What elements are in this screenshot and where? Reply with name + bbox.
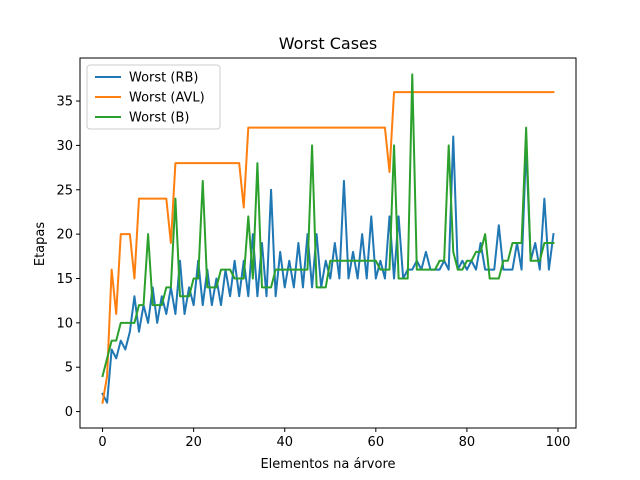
chart-title: Worst Cases [279,34,377,53]
x-tick-label: 60 [368,435,385,450]
y-tick-label: 5 [65,361,73,376]
x-tick-label: 40 [276,435,293,450]
legend-label-3: Worst (B) [129,111,189,126]
y-tick-label: 35 [56,95,73,110]
series-line-3 [101,73,555,378]
series-group [101,73,555,404]
plot-area: 0 20 40 60 80 100 0 5 10 15 20 25 30 35 [56,57,577,450]
x-axis-title: Elementos na árvore [260,457,395,472]
legend-box [86,64,221,130]
axes-frame [79,57,577,429]
legend-label-2: Worst (AVL) [129,91,205,106]
y-tick-label: 15 [56,272,73,287]
y-axis-title: Etapas [33,222,48,266]
x-tick-label: 20 [185,435,202,450]
y-tick-label: 10 [56,316,73,331]
legend-label-1: Worst (RB) [129,71,199,86]
series-line-2 [101,91,555,404]
y-tick-label: 20 [56,228,73,243]
y-tick-label: 25 [56,183,73,198]
x-tick-label: 0 [98,435,106,450]
y-tick-label: 30 [56,139,73,154]
y-tick-label: 0 [65,405,73,420]
x-tick-label: 80 [459,435,476,450]
legend: Worst (RB) Worst (AVL) Worst (B) [86,64,221,130]
x-tick-label: 100 [546,435,571,450]
